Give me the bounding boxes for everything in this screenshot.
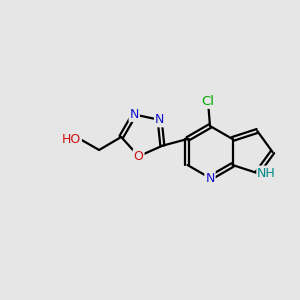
Text: N: N [155, 113, 164, 126]
Text: N: N [205, 172, 215, 184]
Text: Cl: Cl [202, 95, 214, 108]
Text: N: N [130, 108, 139, 121]
Text: HO: HO [62, 133, 81, 146]
Text: O: O [134, 150, 144, 163]
Text: NH: NH [257, 167, 276, 179]
